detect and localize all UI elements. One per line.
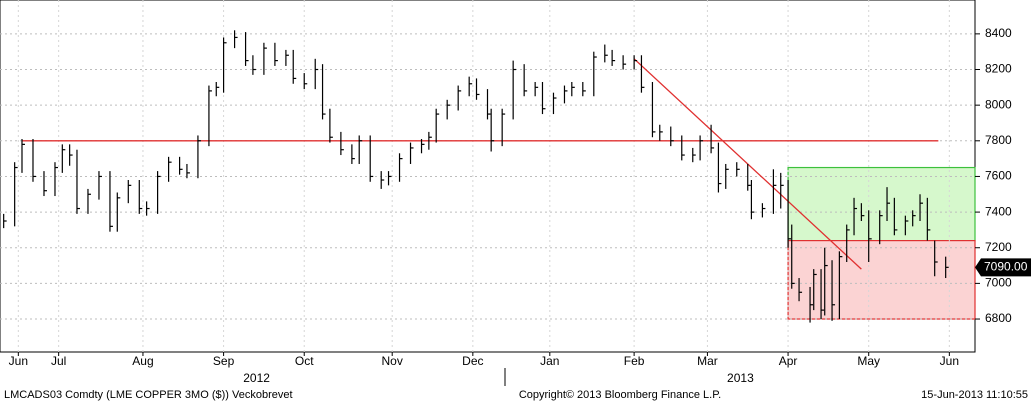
x-tick-label: Jul [51,354,66,368]
x-tick-label: Mar [697,354,718,368]
y-tick-label: 8000 [985,97,1012,111]
plot-layer [0,0,976,352]
x-tick-label: Nov [382,354,403,368]
y-tick-label: 8200 [985,62,1012,76]
y-tick-label: 7200 [985,240,1012,254]
year-label: 2013 [727,371,754,385]
y-tick-label: 7400 [985,204,1012,218]
footer-right: 15-Jun-2013 11:10:55 [921,389,1028,401]
y-tick-label: 7000 [985,276,1012,290]
x-tick-label: Jun [9,354,28,368]
y-tick-label: 7600 [985,169,1012,183]
x-tick-label: May [857,354,880,368]
x-tick-label: Feb [624,354,645,368]
footer-left: LMCADS03 Comdty (LME COPPER 3MO ($)) Vec… [4,389,293,401]
last-price-label: 7090.00 [984,260,1028,274]
footer-center: Copyright© 2013 Bloomberg Finance L.P. [519,389,721,401]
zone [787,240,976,320]
x-tick-label: Jan [540,354,559,368]
x-tick-label: Dec [462,354,483,368]
x-tick-label: Sep [213,354,235,368]
x-tick-label: Apr [779,354,798,368]
year-label: 2012 [243,371,270,385]
x-tick-label: Jun [940,354,959,368]
y-tick-label: 8400 [985,26,1012,40]
last-price-box [975,258,1031,277]
y-tick-label: 7800 [985,133,1012,147]
y-tick-label: 6800 [985,311,1012,325]
zone [787,166,976,242]
x-tick-label: Aug [132,354,153,368]
x-tick-label: Oct [295,354,314,368]
